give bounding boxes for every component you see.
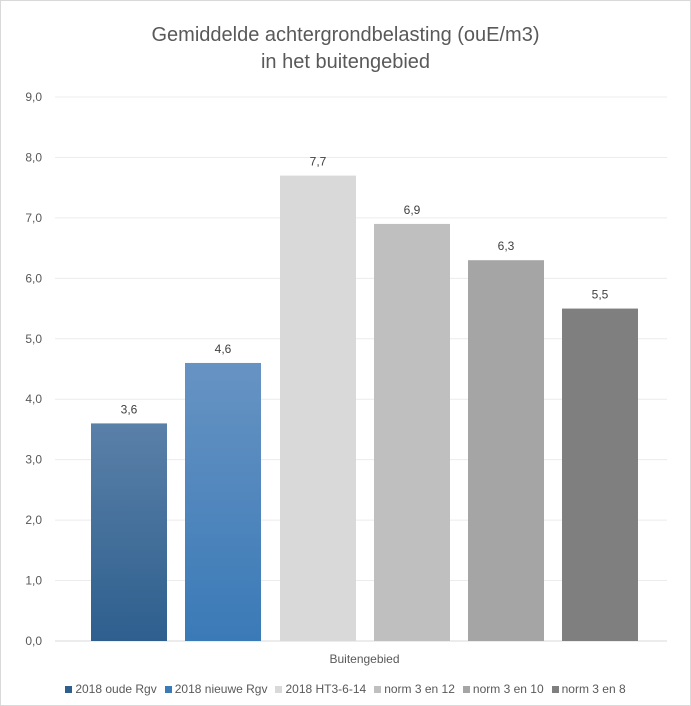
legend-item-5: norm 3 en 10	[462, 682, 544, 696]
legend-swatch	[551, 685, 559, 693]
data-label-5: 6,3	[498, 239, 515, 253]
chart-title-line-2: in het buitengebied	[260, 51, 431, 73]
legend-label: 2018 nieuwe Rgv	[174, 682, 268, 696]
legend-item-3: 2018 HT3-6-14	[275, 682, 366, 696]
y-tick-label: 0,0	[25, 634, 42, 648]
chart-title-line-1: Gemiddelde achtergrondbelasting (ouE/m3)	[151, 24, 540, 46]
data-label-6: 5,5	[592, 288, 609, 302]
legend-swatch	[275, 685, 283, 693]
data-label-3: 7,7	[310, 155, 327, 169]
data-label-2: 4,6	[215, 342, 232, 356]
legend-label: norm 3 en 8	[561, 682, 626, 696]
bar-2	[185, 362, 261, 641]
legend-item-2: 2018 nieuwe Rgv	[164, 682, 268, 696]
y-tick-label: 1,0	[25, 574, 42, 588]
legend-swatch	[462, 685, 470, 693]
legend-label: norm 3 en 12	[384, 682, 455, 696]
legend-swatch	[374, 685, 382, 693]
y-tick-label: 5,0	[25, 332, 42, 346]
legend-label: 2018 HT3-6-14	[285, 682, 367, 696]
legend-label: norm 3 en 10	[472, 682, 544, 696]
y-tick-label: 8,0	[25, 150, 42, 164]
bar-5	[468, 260, 544, 641]
legend-label: 2018 oude Rgv	[75, 682, 157, 696]
y-tick-label: 6,0	[25, 271, 42, 285]
y-tick-label: 9,0	[25, 90, 42, 104]
bar-6	[562, 308, 638, 641]
bar-1	[91, 423, 167, 641]
y-tick-label: 7,0	[25, 211, 42, 225]
data-label-1: 3,6	[121, 402, 138, 416]
y-tick-label: 4,0	[25, 392, 42, 406]
legend-item-1: 2018 oude Rgv	[65, 682, 157, 696]
legend-item-6: norm 3 en 8	[551, 682, 626, 696]
legend-item-4: norm 3 en 12	[374, 682, 455, 696]
y-tick-label: 2,0	[25, 513, 42, 527]
data-label-4: 6,9	[404, 203, 421, 217]
bar-3	[280, 175, 356, 642]
chart-title: Gemiddelde achtergrondbelasting (ouE/m3)…	[0, 22, 691, 76]
y-tick-label: 3,0	[25, 453, 42, 467]
legend-swatch	[65, 685, 73, 693]
legend: 2018 oude Rgv 2018 nieuwe Rgv 2018 HT3-6-1…	[0, 682, 691, 696]
bar-4	[374, 223, 450, 641]
legend-swatch	[164, 685, 172, 693]
x-category-label: Buitengebied	[329, 652, 399, 666]
